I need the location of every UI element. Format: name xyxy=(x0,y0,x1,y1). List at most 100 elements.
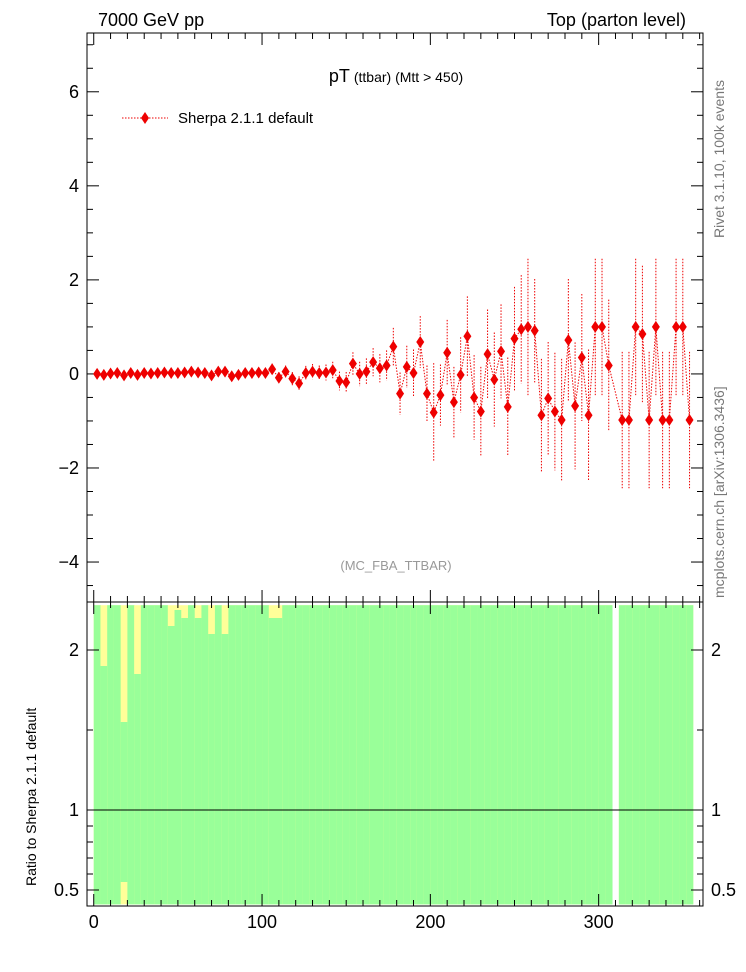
ratio-band-inner xyxy=(416,605,425,905)
ratio-band-inner xyxy=(389,605,398,905)
data-point xyxy=(207,369,216,382)
ratio-band-inner xyxy=(504,605,512,905)
ratio-band-inner xyxy=(672,605,680,905)
ratio-band-inner xyxy=(538,605,546,905)
data-point xyxy=(160,366,169,379)
data-point xyxy=(571,399,580,412)
ratio-band-inner xyxy=(659,605,667,905)
ratio-band-inner xyxy=(652,605,660,905)
data-point xyxy=(517,323,526,336)
data-point xyxy=(672,320,681,333)
ratio-band-inner xyxy=(241,605,249,905)
ratio-band-inner xyxy=(450,605,458,905)
header-left: 7000 GeV pp xyxy=(98,10,204,30)
ratio-band-inner xyxy=(618,605,626,905)
ratio-ytick-label: 0.5 xyxy=(54,880,79,900)
ratio-band-inner xyxy=(329,605,337,905)
ratio-band-inner xyxy=(470,605,478,905)
data-point xyxy=(510,332,519,345)
ytick-label: −2 xyxy=(58,458,79,478)
data-point xyxy=(456,368,465,381)
ratio-band-inner xyxy=(100,666,108,905)
ratio-band-inner xyxy=(221,634,229,905)
ratio-band-inner xyxy=(127,605,135,905)
ratio-band-inner xyxy=(464,605,472,905)
data-point xyxy=(342,376,351,389)
ratio-band-inner xyxy=(194,618,202,905)
ratio-ytick-label: 2 xyxy=(69,640,79,660)
data-point xyxy=(153,366,162,379)
ratio-band-inner xyxy=(322,605,330,905)
data-point xyxy=(577,351,586,364)
data-point xyxy=(591,320,600,333)
ratio-band-inner xyxy=(235,605,243,905)
data-point xyxy=(200,366,209,379)
ratio-band-inner xyxy=(511,605,519,905)
ytick-label: −4 xyxy=(58,552,79,572)
data-point xyxy=(221,365,230,378)
data-point xyxy=(409,366,418,379)
ratio-band-inner xyxy=(248,605,256,905)
data-point xyxy=(665,414,674,427)
data-point xyxy=(261,366,270,379)
ratio-ytick-label-right: 2 xyxy=(711,640,721,660)
legend-label: Sherpa 2.1.1 default xyxy=(178,110,314,127)
data-point xyxy=(422,387,431,400)
ratio-band-inner xyxy=(228,605,236,905)
data-point xyxy=(685,414,694,427)
data-point xyxy=(355,367,364,380)
data-point xyxy=(281,365,290,378)
data-point xyxy=(113,366,122,379)
ratio-band-inner xyxy=(585,605,593,905)
data-point xyxy=(375,362,384,375)
ratio-band-inner xyxy=(369,605,377,905)
data-point xyxy=(618,414,627,427)
data-point xyxy=(544,392,553,405)
rivet-label: Rivet 3.1.10, 100k events xyxy=(711,80,727,238)
ratio-band-inner xyxy=(665,605,674,905)
ratio-band-inner xyxy=(201,605,209,905)
data-point xyxy=(167,366,176,379)
ratio-band-inner xyxy=(134,674,142,905)
ratio-band-inner xyxy=(342,605,350,905)
ratio-band-inner xyxy=(93,605,101,905)
ratio-band-inner xyxy=(437,605,445,905)
ratio-band-inner xyxy=(443,605,451,905)
ratio-band-inner xyxy=(598,605,606,905)
ratio-band-inner xyxy=(113,605,122,905)
data-point xyxy=(436,389,445,402)
data-point xyxy=(315,366,324,379)
data-point xyxy=(624,414,633,427)
data-point xyxy=(490,373,499,386)
ratio-band-inner xyxy=(457,605,465,905)
data-point xyxy=(106,367,115,380)
data-point xyxy=(99,368,108,381)
ratio-band-inner xyxy=(181,618,189,905)
ratio-band-inner xyxy=(363,605,371,905)
ratio-band-inner xyxy=(262,605,270,905)
ratio-band-inner xyxy=(679,605,687,905)
ratio-band-inner xyxy=(497,605,505,905)
ratio-band-inner xyxy=(396,605,404,905)
data-point xyxy=(483,348,492,361)
ratio-band-inner xyxy=(430,605,438,905)
data-point xyxy=(645,414,654,427)
data-point xyxy=(214,365,223,378)
ratio-band-inner xyxy=(376,605,384,905)
ratio-band-inner xyxy=(255,605,263,905)
data-point xyxy=(470,391,479,404)
header-right: Top (parton level) xyxy=(547,10,686,30)
ratio-band-inner xyxy=(645,605,653,905)
ratio-band-inner xyxy=(295,605,303,905)
ratio-ylabel: Ratio to Sherpa 2.1.1 default xyxy=(23,708,39,886)
data-point xyxy=(133,368,142,381)
ratio-band-inner xyxy=(564,605,573,905)
ytick-label: 6 xyxy=(69,82,79,102)
ratio-band-inner xyxy=(147,605,155,905)
data-point xyxy=(321,366,330,379)
data-point xyxy=(503,400,512,413)
ratio-band-inner xyxy=(544,605,552,905)
data-point xyxy=(369,356,378,369)
ratio-frame xyxy=(86,601,704,907)
